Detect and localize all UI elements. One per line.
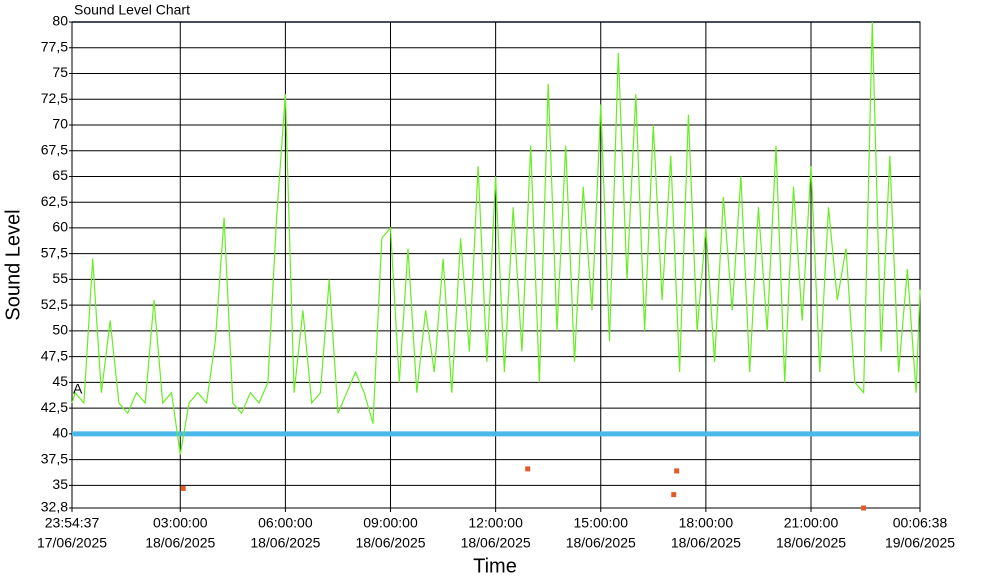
x-tick-label: 18/06/2025 bbox=[461, 535, 531, 551]
threshold-label: A bbox=[73, 380, 83, 396]
y-tick-label: 75 bbox=[52, 64, 68, 80]
x-tick-label: 18/06/2025 bbox=[355, 535, 425, 551]
y-axis-label: Sound Level bbox=[2, 209, 24, 320]
x-tick-label: 03:00:00 bbox=[153, 515, 208, 531]
x-tick-label: 18/06/2025 bbox=[566, 535, 636, 551]
y-tick-label: 57,5 bbox=[41, 244, 68, 260]
y-tick-label: 60 bbox=[52, 219, 68, 235]
x-tick-label: 17/06/2025 bbox=[37, 535, 107, 551]
x-tick-label: 06:00:00 bbox=[258, 515, 313, 531]
x-tick-label: 18/06/2025 bbox=[250, 535, 320, 551]
x-tick-label: 18:00:00 bbox=[679, 515, 734, 531]
min-marker bbox=[180, 485, 186, 491]
y-tick-label: 55 bbox=[52, 270, 68, 286]
y-tick-label: 45 bbox=[52, 373, 68, 389]
y-tick-label: 52,5 bbox=[41, 296, 68, 312]
x-tick-label: 23:54:37 bbox=[45, 515, 100, 531]
x-tick-label: 18/06/2025 bbox=[671, 535, 741, 551]
x-tick-label: 00:06:38 bbox=[893, 515, 948, 531]
x-tick-label: 15:00:00 bbox=[574, 515, 629, 531]
x-tick-label: 12:00:00 bbox=[468, 515, 523, 531]
y-tick-label: 35 bbox=[52, 476, 68, 492]
y-tick-label: 65 bbox=[52, 167, 68, 183]
x-tick-label: 18/06/2025 bbox=[145, 535, 215, 551]
min-marker bbox=[861, 505, 867, 511]
y-tick-label: 47,5 bbox=[41, 347, 68, 363]
y-tick-label: 42,5 bbox=[41, 399, 68, 415]
x-tick-label: 21:00:00 bbox=[784, 515, 839, 531]
y-tick-label: 70 bbox=[52, 116, 68, 132]
x-axis-label: Time bbox=[473, 555, 517, 577]
y-tick-label: 80 bbox=[52, 13, 68, 29]
x-tick-label: 18/06/2025 bbox=[776, 535, 846, 551]
y-tick-label: 37,5 bbox=[41, 450, 68, 466]
y-tick-label: 77,5 bbox=[41, 38, 68, 54]
y-tick-label: 32,8 bbox=[41, 499, 68, 515]
y-tick-label: 67,5 bbox=[41, 141, 68, 157]
min-marker bbox=[674, 468, 680, 474]
y-tick-label: 72,5 bbox=[41, 90, 68, 106]
chart-title: Sound Level Chart bbox=[74, 2, 190, 18]
y-tick-label: 62,5 bbox=[41, 193, 68, 209]
y-tick-label: 40 bbox=[52, 425, 68, 441]
min-marker bbox=[525, 466, 531, 472]
y-tick-label: 50 bbox=[52, 322, 68, 338]
x-tick-label: 19/06/2025 bbox=[885, 535, 955, 551]
min-marker bbox=[671, 492, 677, 498]
data-line bbox=[71, 21, 921, 455]
x-tick-label: 09:00:00 bbox=[363, 515, 418, 531]
